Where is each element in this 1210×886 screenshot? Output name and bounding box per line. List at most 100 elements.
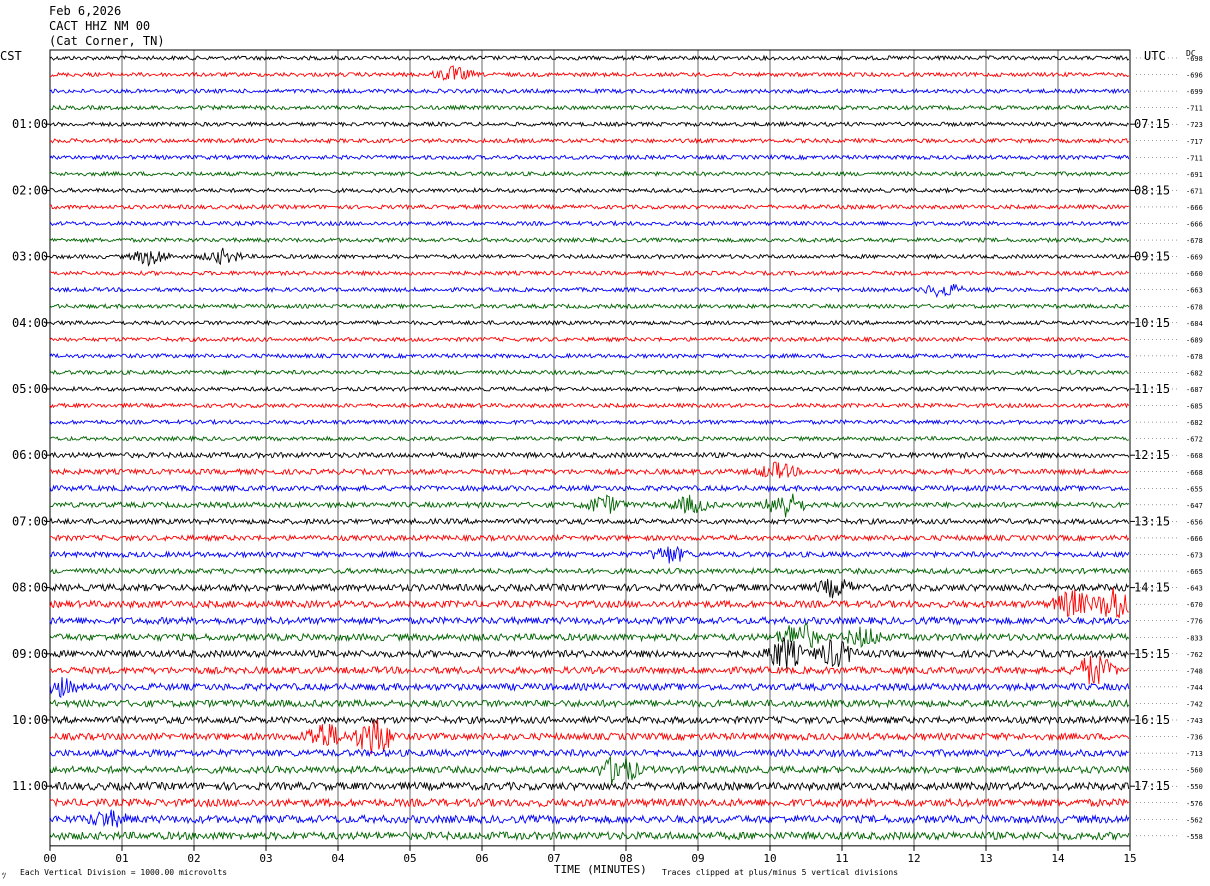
x-tick-label: 00 <box>43 852 56 865</box>
trace-line <box>49 719 1130 755</box>
dc-offset-value: -666 <box>1186 204 1203 212</box>
cst-axis-label: CST <box>0 49 22 63</box>
dc-offset-value: -713 <box>1186 750 1203 758</box>
trace-line <box>49 170 1130 178</box>
cst-hour-label: 05:00 <box>12 382 48 396</box>
x-tick-label: 09 <box>691 852 704 865</box>
dc-offset-value: -673 <box>1186 552 1203 560</box>
dc-offset-value: -678 <box>1186 237 1203 245</box>
trace-line <box>49 615 1130 626</box>
dc-offset-value: -744 <box>1186 684 1203 692</box>
cst-hour-label: 08:00 <box>12 581 48 595</box>
dc-offset-value: -562 <box>1186 816 1203 824</box>
chart-date: Feb 6,2026 <box>49 4 122 18</box>
trace-line <box>49 137 1130 145</box>
trace-line <box>49 655 1130 685</box>
dc-offset-value: -717 <box>1186 138 1203 146</box>
trace-line <box>49 461 1130 479</box>
dc-offset-value: -711 <box>1186 154 1203 162</box>
trace-line <box>49 578 1130 599</box>
x-tick-label: 07 <box>547 852 560 865</box>
x-tick-label: 01 <box>115 852 128 865</box>
dc-offset-value: -776 <box>1186 618 1203 626</box>
dc-offset-value: -670 <box>1186 601 1203 609</box>
trace-line <box>49 203 1130 211</box>
trace-line <box>49 120 1130 128</box>
trace-line <box>49 780 1130 792</box>
dc-offset-value: -558 <box>1186 833 1203 841</box>
dc-offset-value: -833 <box>1186 634 1203 642</box>
dc-offset-value: -736 <box>1186 734 1203 742</box>
cst-hour-label: 09:00 <box>12 647 48 661</box>
x-tick-label: 15 <box>1123 852 1136 865</box>
chart-grid <box>45 49 1135 851</box>
dc-offset-value: -684 <box>1186 320 1203 328</box>
x-tick-label: 04 <box>331 852 345 865</box>
x-tick-label: 05 <box>403 852 416 865</box>
trace-line <box>49 621 1130 649</box>
dc-offset-value: -711 <box>1186 105 1203 113</box>
x-tick-label: 10 <box>763 852 776 865</box>
trace-line <box>49 104 1129 111</box>
trace-line <box>49 484 1130 493</box>
x-tick-label: 11 <box>835 852 848 865</box>
cst-hour-label: 02:00 <box>12 183 48 197</box>
dc-offset-value: -682 <box>1186 369 1203 377</box>
dc-offset-value: -748 <box>1186 667 1203 675</box>
dc-offset-value: -723 <box>1186 121 1203 129</box>
trace-line <box>49 153 1130 161</box>
dc-offset-value: -671 <box>1186 187 1203 195</box>
trace-line <box>50 385 1130 393</box>
utc-axis-label: UTC <box>1144 49 1166 63</box>
dc-offset-value: -687 <box>1186 386 1203 394</box>
trace-line <box>49 269 1129 277</box>
x-tick-label: 12 <box>907 852 920 865</box>
trace-line <box>49 809 1130 828</box>
trace-line <box>49 319 1130 327</box>
dc-offset-value: -656 <box>1186 518 1203 526</box>
cst-hour-label: 03:00 <box>12 250 48 264</box>
x-tick-label: 14 <box>1051 852 1065 865</box>
dc-offset-value: -576 <box>1186 800 1203 808</box>
trace-line <box>49 302 1130 310</box>
trace-line <box>50 65 1130 81</box>
dc-labels: -698 -696 -699 -711 -723 -717 -711 -691 -671 -666… <box>1136 55 1203 841</box>
trace-line <box>49 517 1130 526</box>
dc-offset-value: -663 <box>1186 287 1203 295</box>
cst-hour-label: 06:00 <box>12 448 48 462</box>
dc-offset-value: -762 <box>1186 651 1203 659</box>
plot-frame <box>49 49 1131 847</box>
trace-line <box>49 545 1130 564</box>
x-tick-label: 03 <box>259 852 272 865</box>
trace-line <box>49 636 1130 670</box>
trace-line <box>49 369 1129 376</box>
x-tick-labels: 00 01 02 03 04 05 06 07 08 09 10 11 12 13 14 15 <box>43 852 1136 865</box>
dc-offset-value: -699 <box>1186 88 1203 96</box>
trace-line <box>49 797 1130 809</box>
dc-offset-value: -665 <box>1186 568 1203 576</box>
dc-offset-value: -669 <box>1186 254 1203 262</box>
trace-line <box>49 352 1130 360</box>
trace-line <box>49 755 1130 785</box>
dc-offset-value: -691 <box>1186 171 1203 179</box>
dc-offset-value: -643 <box>1186 585 1203 593</box>
dc-offset-label: DC <box>1186 49 1196 58</box>
x-tick-label: 06 <box>475 852 488 865</box>
trace-line <box>49 698 1130 709</box>
scale-note: Each Vertical Division = 1000.00 microvo… <box>20 868 228 877</box>
cst-hour-label: 07:00 <box>12 514 48 528</box>
trace-line <box>49 283 1130 299</box>
trace-line <box>49 587 1129 618</box>
trace-line <box>49 493 1130 518</box>
station-location: (Cat Corner, TN) <box>49 34 165 48</box>
dc-offset-value: -660 <box>1186 270 1203 278</box>
cst-hour-label: 11:00 <box>12 779 48 793</box>
dc-offset-value: -668 <box>1186 452 1203 460</box>
station-code: CACT HHZ NM 00 <box>49 19 151 33</box>
dc-offset-value: -655 <box>1186 485 1203 493</box>
dc-offset-value: -678 <box>1186 303 1203 311</box>
trace-line <box>49 418 1130 426</box>
trace-line <box>49 747 1130 759</box>
dc-offset-value: -696 <box>1186 72 1203 80</box>
